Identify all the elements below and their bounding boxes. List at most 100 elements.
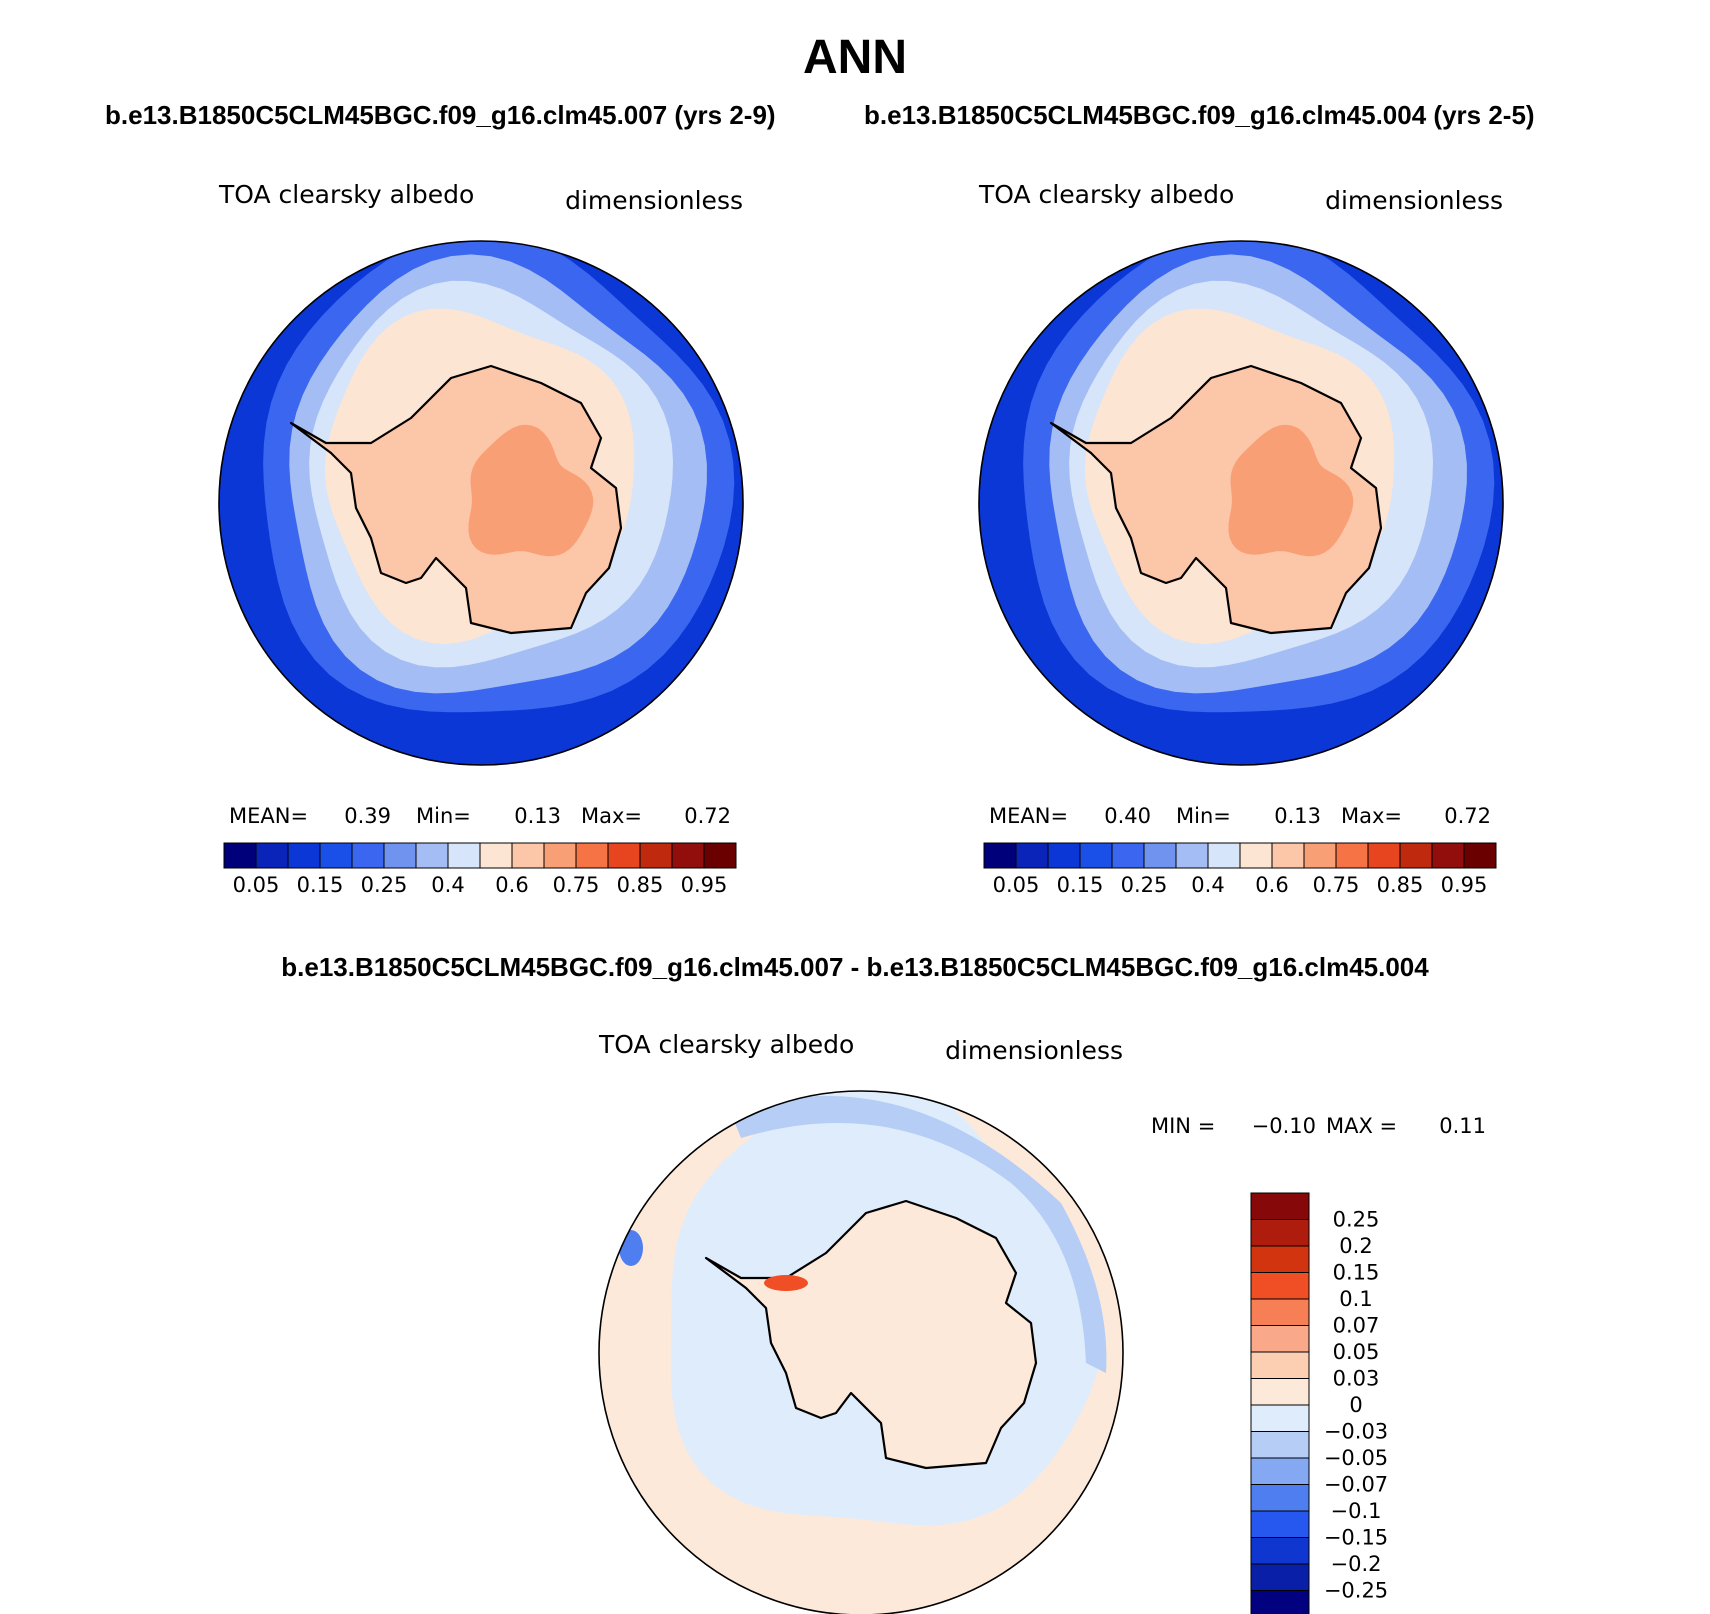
colorbar-tick-label: 0.6 bbox=[495, 873, 528, 897]
stat-min-label: MIN = bbox=[1151, 1114, 1215, 1138]
map-border bbox=[598, 1090, 1124, 1614]
units-label: dimensionless bbox=[565, 186, 743, 215]
colorbar-swatch bbox=[1250, 1272, 1310, 1300]
colorbar-tick-label: −0.15 bbox=[1324, 1526, 1388, 1550]
zone-plateau bbox=[1228, 424, 1354, 557]
anomaly-negative bbox=[619, 1230, 643, 1266]
colorbar-swatch bbox=[607, 842, 641, 869]
colorbar-tick-label: 0.25 bbox=[1333, 1208, 1380, 1232]
colorbar-swatch bbox=[1250, 1298, 1310, 1326]
colorbar-tick-label: −0.07 bbox=[1324, 1473, 1388, 1497]
colorbar-tick-label: 0.2 bbox=[1339, 1234, 1372, 1258]
zone-plateau bbox=[468, 424, 594, 557]
colorbar-tick-label: −0.03 bbox=[1324, 1420, 1388, 1444]
stat-min-label: Min= bbox=[1176, 804, 1231, 828]
colorbar-tick-label: 0.6 bbox=[1255, 873, 1288, 897]
stat-min-value: 0.13 bbox=[1274, 804, 1321, 828]
colorbar-swatch bbox=[1250, 1457, 1310, 1485]
colorbar-swatch bbox=[575, 842, 609, 869]
stat-mean-value: 0.40 bbox=[1104, 804, 1151, 828]
colorbar-tick-label: 0.75 bbox=[1313, 873, 1360, 897]
colorbar-swatch bbox=[1271, 842, 1305, 869]
stat-max-label: Max= bbox=[581, 804, 642, 828]
colorbar-swatch bbox=[671, 842, 705, 869]
variable-label: TOA clearsky albedo bbox=[218, 180, 474, 209]
colorbar-tick-label: 0.25 bbox=[1121, 873, 1168, 897]
colorbar-swatch bbox=[1399, 842, 1433, 869]
map-border bbox=[218, 240, 744, 766]
colorbar-swatch bbox=[1111, 842, 1145, 869]
colorbar-tick-label: 0.15 bbox=[1333, 1261, 1380, 1285]
anomaly-positive bbox=[764, 1275, 808, 1291]
map-field bbox=[599, 1091, 1123, 1614]
colorbar-tick-label: 0.85 bbox=[1377, 873, 1424, 897]
colorbar-swatch bbox=[1463, 842, 1497, 869]
stat-mean-label: MEAN= bbox=[229, 804, 308, 828]
colorbar-swatch bbox=[1250, 1510, 1310, 1538]
colorbar-tick-label: 0.15 bbox=[297, 873, 344, 897]
colorbar-swatch bbox=[223, 842, 257, 869]
colorbar-swatch bbox=[1250, 1325, 1310, 1353]
colorbar-swatch bbox=[1250, 1245, 1310, 1273]
colorbar-swatch bbox=[1250, 1590, 1310, 1614]
units-label: dimensionless bbox=[945, 1036, 1123, 1065]
run-title-right: b.e13.B1850C5CLM45BGC.f09_g16.clm45.004 … bbox=[864, 100, 1535, 130]
colorbar: 0.05 0.15 0.25 0.4 0.6 0.75 0.85 0.95 bbox=[223, 842, 737, 897]
stat-min-value: −0.10 bbox=[1252, 1114, 1316, 1138]
colorbar-swatch bbox=[1250, 1484, 1310, 1512]
stat-max-value: 0.11 bbox=[1439, 1114, 1486, 1138]
stat-min-value: 0.13 bbox=[514, 804, 561, 828]
colorbar-swatch bbox=[351, 842, 385, 869]
colorbar-tick-label: −0.1 bbox=[1331, 1499, 1382, 1523]
colorbar: 0.250.2 0.150.1 0.070.05 0.030 −0.03−0.05 −0.… bbox=[1250, 1192, 1388, 1614]
colorbar-tick-label: 0.07 bbox=[1333, 1314, 1380, 1338]
colorbar-swatch bbox=[1250, 1537, 1310, 1565]
colorbar-tick-label: −0.2 bbox=[1331, 1552, 1382, 1576]
stat-mean-label: MEAN= bbox=[989, 804, 1068, 828]
colorbar-swatch bbox=[1431, 842, 1465, 869]
colorbar-swatch bbox=[1015, 842, 1049, 869]
colorbar-swatch bbox=[1250, 1404, 1310, 1432]
colorbar-tick-label: 0.1 bbox=[1339, 1287, 1372, 1311]
zone-sea-ice-bands bbox=[731, 1095, 1107, 1373]
colorbar-tick-label: 0.95 bbox=[1441, 873, 1488, 897]
diff-title: b.e13.B1850C5CLM45BGC.f09_g16.clm45.007 … bbox=[281, 952, 1429, 982]
colorbar-swatch bbox=[287, 842, 321, 869]
colorbar-swatch bbox=[255, 842, 289, 869]
colorbar-swatch bbox=[511, 842, 545, 869]
stat-min-label: Min= bbox=[416, 804, 471, 828]
colorbar-swatch bbox=[1335, 842, 1369, 869]
colorbar-swatch bbox=[1250, 1563, 1310, 1591]
colorbar-tick-label: 0.05 bbox=[993, 873, 1040, 897]
run-title-left: b.e13.B1850C5CLM45BGC.f09_g16.clm45.007 … bbox=[105, 100, 776, 130]
colorbar-tick-label: 0.03 bbox=[1333, 1367, 1380, 1391]
colorbar-tick-label: 0 bbox=[1349, 1393, 1362, 1417]
colorbar-swatch bbox=[703, 842, 737, 869]
colorbar-swatch bbox=[1250, 1219, 1310, 1247]
stat-max-label: Max= bbox=[1341, 804, 1402, 828]
colorbar-swatch bbox=[639, 842, 673, 869]
variable-label: TOA clearsky albedo bbox=[598, 1030, 854, 1059]
colorbar-tick-label: 0.4 bbox=[431, 873, 464, 897]
colorbar: 0.05 0.15 0.25 0.4 0.6 0.75 0.85 0.95 bbox=[983, 842, 1497, 897]
map-panel-run-007: TOA clearsky albedo dimensionless MEAN= 0.3… bbox=[218, 180, 744, 897]
stat-max-label: MAX = bbox=[1326, 1114, 1397, 1138]
colorbar-swatch bbox=[1079, 842, 1113, 869]
colorbar-tick-label: 0.95 bbox=[681, 873, 728, 897]
map-panel-difference: TOA clearsky albedo dimensionless MIN = −0.… bbox=[598, 1030, 1486, 1614]
colorbar-swatch bbox=[319, 842, 353, 869]
colorbar-swatch bbox=[1250, 1431, 1310, 1459]
colorbar-tick-label: 0.85 bbox=[617, 873, 664, 897]
map-border bbox=[978, 240, 1504, 766]
colorbar-swatch bbox=[543, 842, 577, 869]
map-field bbox=[979, 241, 1503, 765]
colorbar-swatch bbox=[1367, 842, 1401, 869]
colorbar-swatch bbox=[415, 842, 449, 869]
map-field bbox=[219, 241, 743, 765]
main-title: ANN bbox=[803, 31, 907, 84]
colorbar-tick-label: 0.05 bbox=[1333, 1340, 1380, 1364]
colorbar-swatch bbox=[1250, 1351, 1310, 1379]
colorbar-swatch bbox=[1207, 842, 1241, 869]
stat-max-value: 0.72 bbox=[1444, 804, 1491, 828]
